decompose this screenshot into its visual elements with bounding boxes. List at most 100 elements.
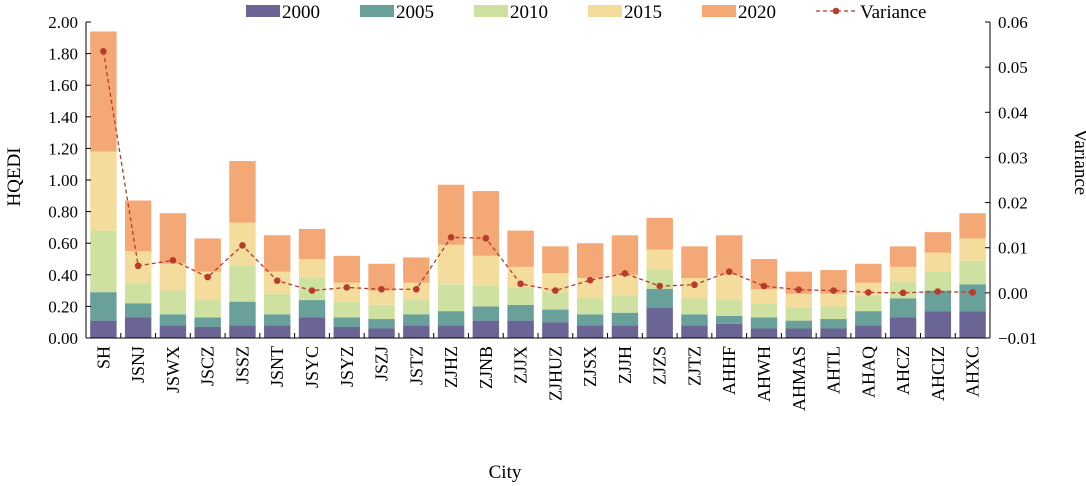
bar-AHTL-2005 bbox=[820, 319, 847, 329]
bar-ZJHUZ-2015 bbox=[542, 273, 569, 293]
y-tick-label: 0.60 bbox=[48, 234, 78, 253]
bar-JSZJ-2000 bbox=[368, 328, 395, 338]
bar-AHAQ-2020 bbox=[855, 263, 882, 283]
bar-ZJJX-2000 bbox=[507, 320, 534, 338]
bar-JSCZ-2005 bbox=[194, 317, 221, 327]
bar-ZJZS-2020 bbox=[646, 217, 673, 250]
bar-AHXC-2015 bbox=[959, 238, 986, 261]
x-tick-label-ZJHZ: ZJHZ bbox=[441, 346, 461, 388]
bar-ZJNB-2010 bbox=[472, 285, 500, 307]
x-tick-label-AHMAS: AHMAS bbox=[789, 346, 809, 411]
variance-point-JSTZ bbox=[413, 285, 420, 293]
bar-JSSZ-2005 bbox=[229, 301, 256, 326]
bar-JSWX-2010 bbox=[159, 290, 187, 315]
bar-ZJJH-2005 bbox=[611, 312, 639, 326]
variance-point-JSWX bbox=[169, 257, 177, 264]
bar-AHCZ-2000 bbox=[889, 317, 917, 338]
bar-ZJHZ-2005 bbox=[437, 311, 465, 326]
bar-ZJHUZ-2005 bbox=[542, 309, 569, 323]
bar-AHWH-2015 bbox=[750, 289, 778, 304]
bar-AHCIZ-2020 bbox=[924, 232, 952, 253]
bar-SH-2015 bbox=[90, 151, 117, 231]
variance-point-ZJZS bbox=[656, 282, 663, 290]
variance-point-ZJTZ bbox=[691, 281, 698, 289]
variance-point-JSSZ bbox=[239, 242, 246, 249]
bar-JSSZ-2010 bbox=[229, 265, 256, 302]
bar-ZJSX-2005 bbox=[576, 314, 604, 326]
bar-AHHF-2005 bbox=[716, 315, 743, 324]
variance-point-JSNJ bbox=[134, 262, 142, 270]
y2-tick-label: 0.02 bbox=[998, 194, 1028, 213]
variance-point-SH bbox=[100, 48, 107, 55]
bar-AHTL-2015 bbox=[820, 293, 847, 307]
bar-ZJSX-2000 bbox=[576, 325, 604, 338]
legend-swatch-2010 bbox=[474, 5, 508, 17]
bar-AHWH-2005 bbox=[750, 317, 778, 329]
bar-ZJNB-2000 bbox=[472, 320, 500, 338]
x-tick-label-JSCZ: JSCZ bbox=[198, 346, 218, 386]
variance-point-JSCZ bbox=[204, 273, 211, 281]
legend-swatch-variance-marker bbox=[832, 7, 840, 15]
variance-point-ZJSX bbox=[586, 276, 594, 284]
axes: 0.00 0.20 0.40 0.60 0.80 1.00 1.20 1.40 1.60 1.80… bbox=[48, 13, 1037, 411]
bar-JSZJ-2005 bbox=[368, 319, 395, 329]
x-tick-label-AHXC: AHXC bbox=[963, 346, 983, 397]
bar-JSYZ-2010 bbox=[333, 301, 360, 318]
y-tick-label: 0.20 bbox=[48, 297, 78, 316]
bar-AHMAS-2000 bbox=[785, 328, 812, 338]
y2-tick-label: −0.01 bbox=[998, 329, 1037, 348]
bar-ZJJH-2000 bbox=[611, 325, 639, 338]
x-tick-label-JSYZ: JSYZ bbox=[337, 346, 357, 387]
x-tick-label-ZJTZ: ZJTZ bbox=[684, 346, 704, 386]
y-tick-label: 1.40 bbox=[48, 108, 78, 127]
bar-AHXC-2010 bbox=[959, 260, 986, 285]
x-tick-label-SH: SH bbox=[93, 346, 113, 369]
bar-ZJJX-2015 bbox=[507, 266, 534, 288]
variance-point-AHCIZ bbox=[934, 288, 942, 295]
bar-AHAQ-2015 bbox=[855, 282, 882, 296]
y-tick-label: 1.20 bbox=[48, 139, 78, 158]
bar-ZJJX-2020 bbox=[507, 230, 534, 267]
bar-JSNT-2000 bbox=[264, 325, 291, 338]
y-tick-label: 1.60 bbox=[48, 76, 78, 95]
bar-AHAQ-2010 bbox=[855, 295, 882, 312]
bar-ZJHUZ-2000 bbox=[542, 322, 569, 338]
bar-ZJSX-2020 bbox=[576, 243, 604, 278]
bar-JSYC-2015 bbox=[298, 259, 326, 278]
x-tick-label-AHTL: AHTL bbox=[824, 346, 844, 394]
y-tick-label: 2.00 bbox=[48, 13, 78, 32]
bar-AHHF-2015 bbox=[716, 274, 743, 301]
variance-point-AHAQ bbox=[865, 289, 872, 296]
bar-JSNT-2020 bbox=[264, 235, 291, 272]
bar-AHMAS-2020 bbox=[785, 271, 812, 294]
legend-label-2000: 2000 bbox=[282, 2, 320, 23]
legend-label-2020: 2020 bbox=[738, 2, 776, 23]
bar-JSNT-2010 bbox=[264, 293, 291, 315]
variance-point-ZJNB bbox=[482, 234, 490, 242]
variance-point-ZJJH bbox=[621, 270, 629, 277]
bar-ZJJH-2010 bbox=[611, 295, 639, 313]
bar-JSZJ-2015 bbox=[368, 290, 395, 305]
bar-ZJTZ-2000 bbox=[681, 325, 708, 338]
bar-JSWX-2020 bbox=[159, 213, 187, 264]
y2-tick-label: 0.05 bbox=[998, 58, 1028, 77]
legend-swatch-2020 bbox=[702, 5, 736, 17]
variance-point-JSYZ bbox=[343, 284, 351, 291]
x-tick-label-AHCZ: AHCZ bbox=[893, 346, 913, 395]
variance-point-ZJJX bbox=[517, 280, 524, 288]
bar-JSSZ-2000 bbox=[229, 325, 256, 338]
y-axis-title: HQEDI bbox=[4, 147, 25, 206]
bar-AHCZ-2015 bbox=[889, 266, 917, 282]
variance-point-AHMAS bbox=[795, 286, 803, 294]
y2-tick-label: 0.01 bbox=[998, 239, 1028, 258]
variance-point-AHXC bbox=[969, 289, 976, 296]
bar-AHMAS-2010 bbox=[785, 307, 812, 321]
bar-ZJJH-2015 bbox=[611, 274, 639, 296]
bar-AHCZ-2020 bbox=[889, 246, 917, 267]
y-tick-label: 0.00 bbox=[48, 329, 78, 348]
legend-swatch-2015 bbox=[588, 5, 622, 17]
x-tick-label-AHCIZ: AHCIZ bbox=[928, 346, 948, 401]
variance-point-AHTL bbox=[830, 287, 837, 294]
bar-JSNJ-2000 bbox=[124, 317, 152, 338]
